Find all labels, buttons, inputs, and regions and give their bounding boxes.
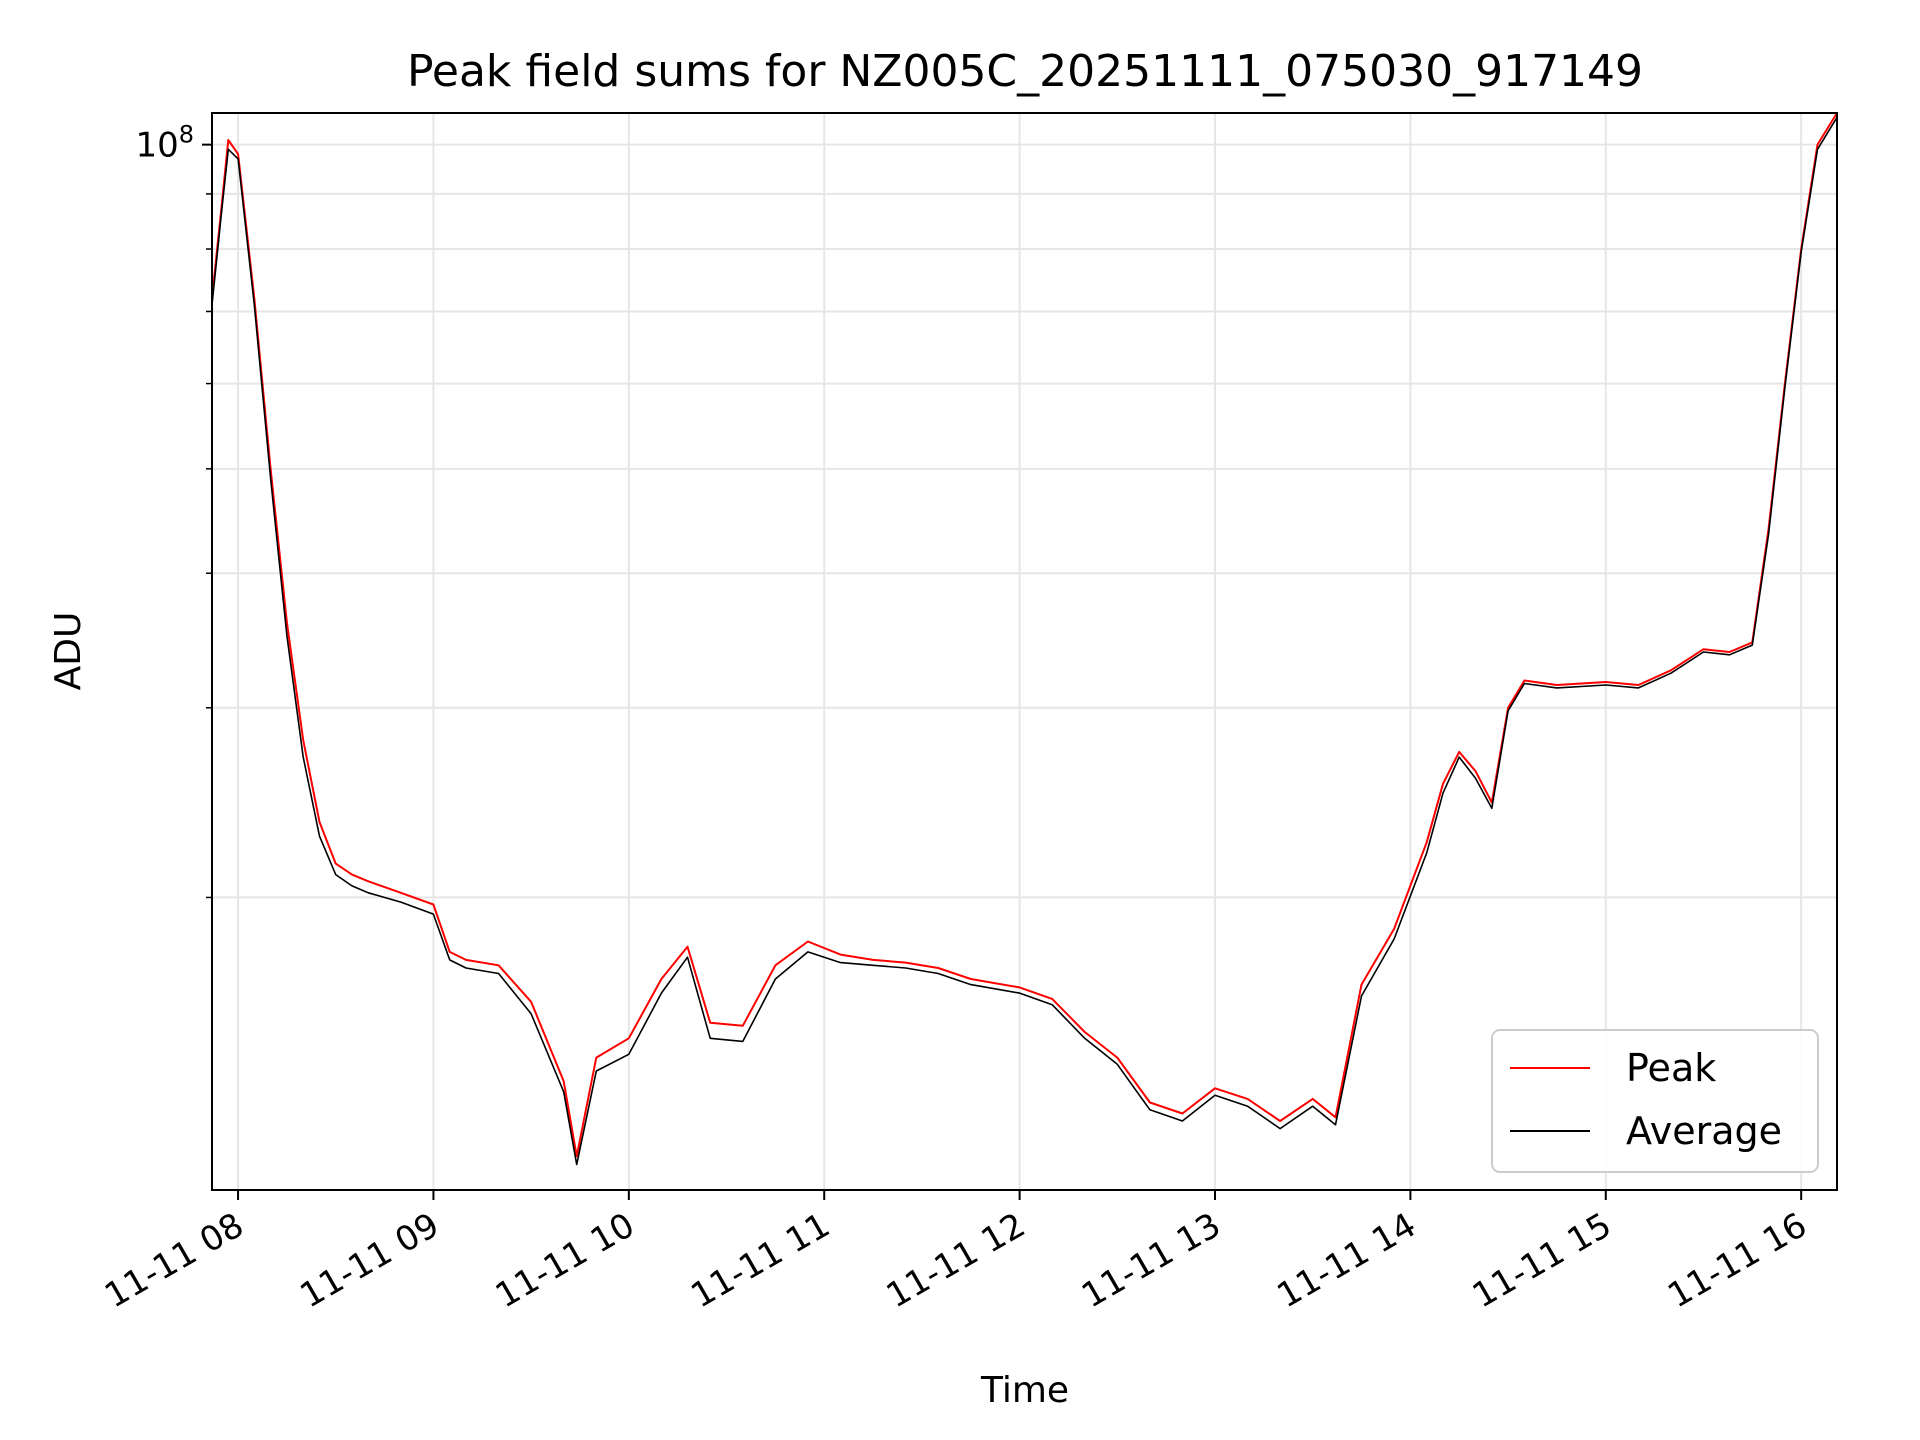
y-tick-base: 10 bbox=[135, 126, 178, 166]
plot-frame bbox=[211, 112, 1838, 1191]
peak-series-line bbox=[211, 112, 1838, 1158]
x-axis-title: Time bbox=[980, 1370, 1069, 1411]
y-tick-exponent: 8 bbox=[179, 121, 194, 149]
legend-box bbox=[1491, 1029, 1819, 1173]
average-series-line bbox=[211, 116, 1838, 1166]
legend: Peak Average bbox=[1491, 1029, 1819, 1173]
y-axis: 108 bbox=[135, 121, 212, 899]
legend-peak-label: Peak bbox=[1626, 1046, 1716, 1090]
y-axis-title: ADU bbox=[48, 612, 89, 691]
grid bbox=[212, 113, 1837, 1190]
y-tick-label: 108 bbox=[135, 121, 194, 166]
legend-average-label: Average bbox=[1626, 1109, 1782, 1153]
chart-title: Peak field sums for NZ005C_20251111_0750… bbox=[407, 46, 1643, 97]
series-layer bbox=[211, 112, 1838, 1166]
